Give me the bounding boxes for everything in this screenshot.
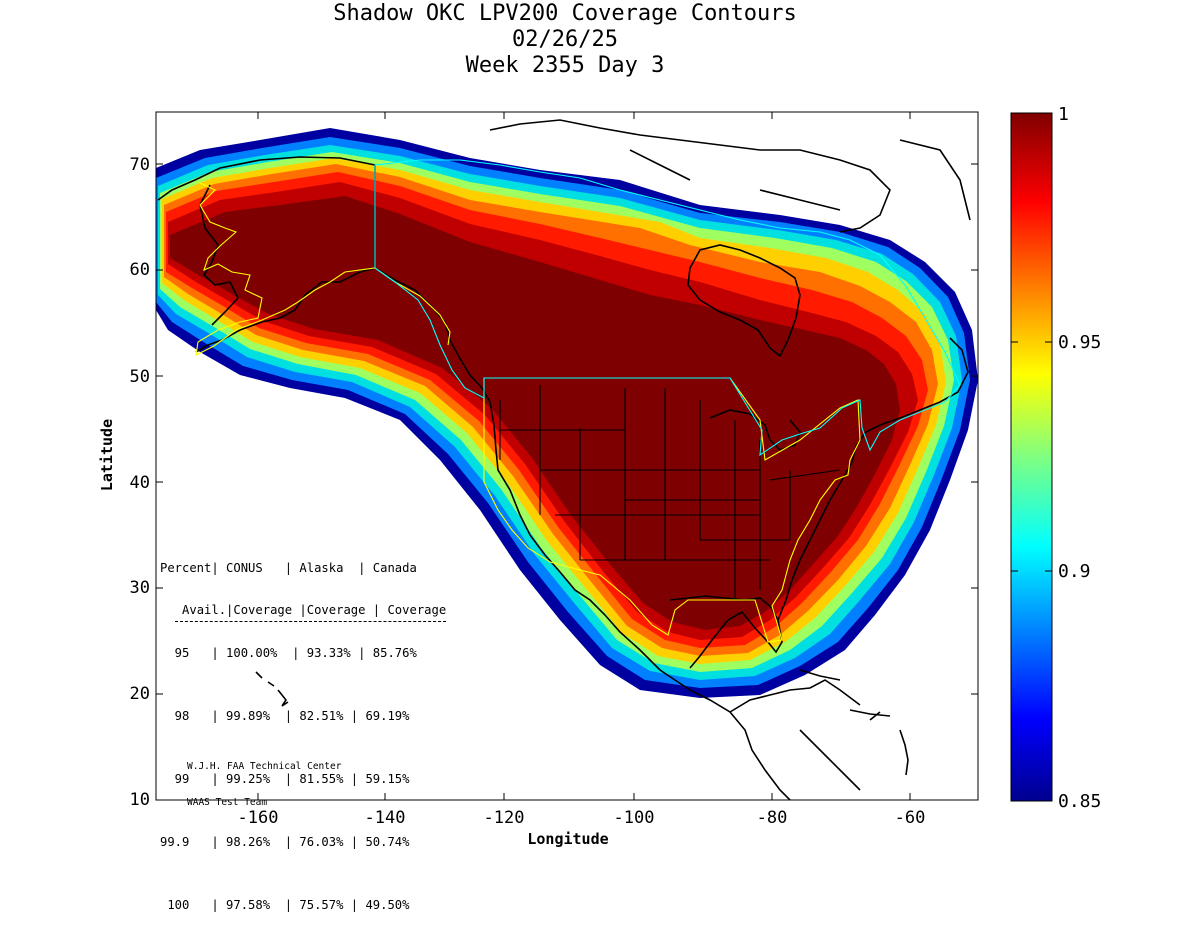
y-tick-label: 50 — [130, 367, 150, 387]
y-tick-label: 60 — [130, 260, 150, 280]
table-header-row2: Avail.|Coverage |Coverage | Coverage — [174, 600, 447, 622]
y-tick-labels: 10 20 30 40 50 60 70 — [130, 155, 150, 810]
colorbar-label-mid-high: 0.95 — [1058, 332, 1101, 353]
arctic-islands — [489, 119, 971, 233]
colorbar-labels: 1 0.95 0.9 0.85 — [1058, 104, 1101, 812]
colorbar — [1010, 112, 1053, 802]
x-tick-label: -140 — [365, 808, 406, 828]
coverage-table: Percent| CONUS | Alaska | Canada Avail.|… — [160, 516, 447, 937]
table-row: 98 | 99.89% | 82.51% | 69.19% — [160, 709, 410, 723]
atlantic-coast — [777, 337, 969, 621]
x-tick-label: -60 — [895, 808, 926, 828]
colorbar-ticks — [1011, 341, 1052, 572]
contour-core-1.0 — [170, 196, 900, 630]
chart-title-line3: Week 2355 Day 3 — [465, 53, 665, 78]
table-row: 99 | 99.25% | 81.55% | 59.15% — [160, 772, 410, 786]
coverage-map: -160 -140 -120 -100 -80 -60 10 20 30 40 … — [98, 104, 1101, 848]
x-axis-title: Longitude — [527, 830, 608, 848]
plot-frame — [155, 111, 979, 801]
state-lines — [499, 385, 841, 600]
credit-line1: W.J.H. FAA Technical Center — [187, 761, 342, 772]
y-tick-label: 70 — [130, 155, 150, 175]
alaska-south-coast — [195, 267, 376, 353]
table-row: 95 | 100.00% | 93.33% | 85.76% — [160, 646, 417, 660]
x-tick-label: -100 — [614, 808, 655, 828]
chart-title-line1: Shadow OKC LPV200 Coverage Contours — [333, 1, 797, 26]
x-tick-label: -80 — [757, 808, 788, 828]
credit-line2: WAAS Test Team — [187, 797, 268, 808]
colorbar-label-max: 1 — [1058, 104, 1069, 125]
colorbar-label-min: 0.85 — [1058, 791, 1101, 812]
conus-border — [483, 377, 861, 643]
y-tick-label: 10 — [130, 790, 150, 810]
chart-title-line2: 02/26/25 — [512, 27, 618, 52]
gulf-coast — [669, 595, 783, 669]
coastlines — [157, 119, 971, 800]
hawaii — [255, 671, 289, 707]
boundaries — [195, 159, 961, 643]
canada-border — [374, 159, 961, 457]
credit-block: W.J.H. FAA Technical Center WAAS Test Te… — [187, 737, 341, 821]
great-lakes — [709, 409, 801, 451]
table-header-row1: Percent| CONUS | Alaska | Canada — [160, 561, 417, 575]
central-america — [729, 679, 881, 791]
x-tick-labels: -160 -140 -120 -100 -80 -60 — [238, 808, 926, 828]
axis-ticks — [156, 112, 978, 801]
hudson-bay — [687, 244, 801, 358]
x-tick-label: -120 — [484, 808, 525, 828]
x-tick-label: -160 — [238, 808, 279, 828]
colorbar-label-mid-low: 0.9 — [1058, 561, 1091, 582]
y-tick-label: 40 — [130, 473, 150, 493]
caribbean — [799, 669, 909, 776]
table-row: 99.9 | 98.26% | 76.03% | 50.74% — [160, 835, 410, 849]
alaska-west-coast — [199, 184, 239, 326]
table-row: 100 | 97.58% | 75.57% | 49.50% — [160, 898, 410, 912]
y-axis-title: Latitude — [98, 419, 116, 491]
coverage-contours — [156, 128, 978, 698]
pacific-coast — [461, 361, 791, 800]
y-tick-label: 30 — [130, 578, 150, 598]
y-tick-label: 20 — [130, 684, 150, 704]
alaska-border — [195, 181, 451, 356]
